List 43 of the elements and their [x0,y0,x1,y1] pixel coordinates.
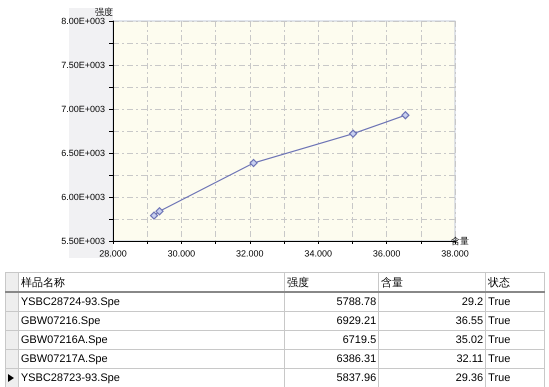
data-label: True [486,312,544,330]
data-label: 32.11 [378,350,486,368]
x-tick-label: 38.000 [441,248,469,258]
data-label: 36.55 [378,312,486,330]
data-label: True [486,368,544,387]
point [150,211,158,220]
text: 状态 [486,272,544,292]
data-label: 29.36 [378,368,486,387]
x-tick-label: 30.000 [168,248,196,258]
data-label: True [486,330,544,350]
data-label: 6719.5 [284,330,379,350]
data-label: True [486,292,544,312]
y-tick-label: 8.00E+003 [61,16,105,26]
y-tick-label: 7.50E+003 [61,60,105,70]
category-label: GBW07217A.Spe [18,350,285,368]
data-label: 6929.21 [284,312,379,330]
data-label: 5788.78 [284,292,379,312]
x-axis-title: 含量 [451,236,469,246]
text: 强度 [284,272,379,292]
data-label: 6386.31 [284,350,379,368]
point [348,130,358,138]
text: 含量 [378,272,486,292]
y-axis-title: 强度 [95,7,113,18]
x-tick-label: 36.000 [372,248,400,258]
point [155,207,164,216]
data-label: 5837.96 [284,368,379,387]
category-label: GBW07216A.Spe [18,330,285,350]
x-tick-label: 34.000 [304,248,332,258]
point [401,111,410,120]
data-label: 35.02 [378,330,486,350]
y-tick-label: 6.00E+003 [61,192,105,202]
legend-title: 样品名称 [18,272,285,292]
category-label: GBW07216.Spe [18,312,285,330]
y-tick-label: 5.50E+003 [61,236,105,246]
y-tick-label: 6.50E+003 [61,148,105,158]
y-tick-label: 7.00E+003 [61,104,105,114]
x-tick-label: 32.000 [236,248,264,258]
category-label: YSBC28724-93.Spe [18,292,285,312]
x-tick-label: 28.000 [99,248,127,258]
point [249,158,258,168]
data-label: 29.2 [378,292,486,312]
data-label: True [486,350,544,368]
category-label: YSBC28723-93.Spe [18,368,285,387]
